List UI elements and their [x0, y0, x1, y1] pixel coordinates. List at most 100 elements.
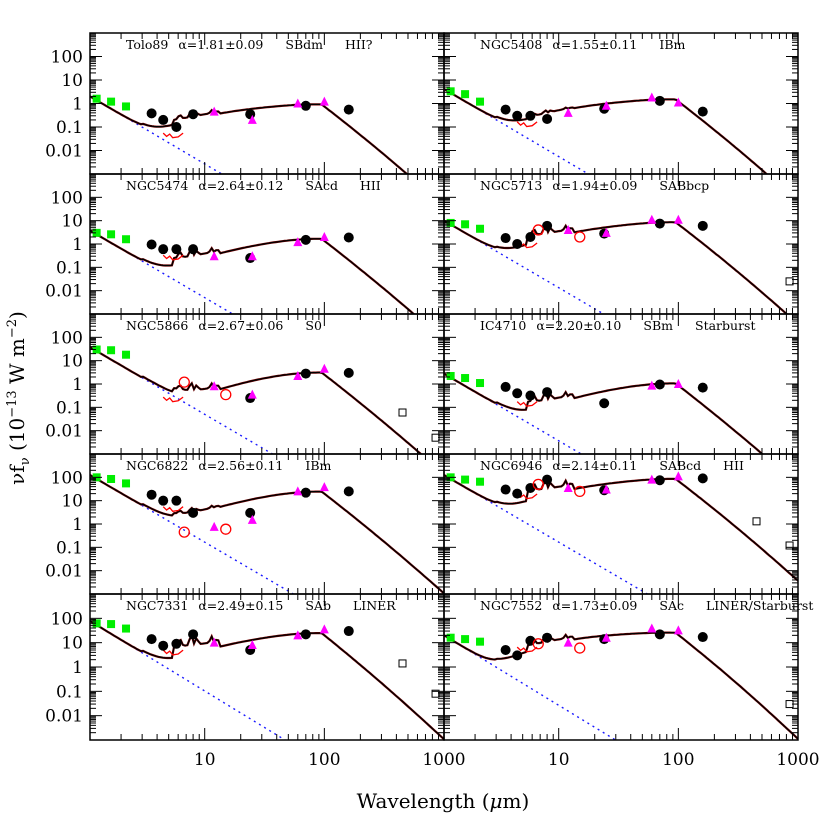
iras-marker [319, 624, 329, 634]
panel-frame [443, 173, 799, 315]
y-tick-label: 0.1 [56, 682, 83, 702]
spitzer-marker [343, 232, 354, 243]
spitzer-marker [654, 95, 665, 106]
iras-marker [247, 640, 257, 650]
spitzer-marker [300, 234, 311, 245]
photosphere-line [90, 229, 235, 314]
spitzer-marker [697, 220, 708, 231]
panel-label: NGC6822 α=2.56±0.11 IBm [126, 458, 331, 473]
sed-panel-tolo89: Tolo89 α=1.81±0.09 SBdm HII? [89, 32, 445, 175]
y-tick-label: 1 [72, 95, 83, 115]
iso-marker [220, 388, 232, 401]
iras-marker [673, 379, 683, 388]
spitzer-marker [171, 122, 182, 132]
iras-marker [601, 100, 611, 110]
spitzer-marker [542, 387, 553, 398]
x-tick-label: 1000 [422, 750, 465, 770]
iras-marker [601, 632, 611, 642]
axis-ticks [90, 454, 445, 595]
spitzer-marker [512, 488, 523, 499]
irs-spectrum-line [444, 219, 789, 314]
near-ir-marker [476, 97, 485, 106]
panel-label: NGC7331 α=2.49±0.15 SAb LINER [126, 598, 396, 613]
iso-marker [574, 231, 586, 243]
near-ir-marker [107, 474, 116, 483]
spitzer-marker [512, 239, 523, 249]
spitzer-marker [171, 638, 182, 649]
axis-ticks [444, 174, 799, 315]
spitzer-marker [300, 100, 311, 111]
near-ir-marker [122, 624, 131, 633]
y-tick-label: 0.01 [45, 282, 83, 302]
irs-spectrum-line [444, 474, 798, 582]
model-sed-line [90, 346, 422, 454]
model-sed-line [444, 88, 768, 174]
axis-ticks [444, 314, 799, 455]
iras-marker [601, 484, 611, 494]
model-sed-line [444, 631, 798, 740]
y-tick-label: 0.01 [45, 422, 83, 442]
x-tick-labels: 10 100 1000 10 100 1000 [194, 750, 820, 770]
panel-frame [89, 593, 445, 741]
iso-marker [178, 526, 190, 538]
panel-label: NGC5713 α=1.94±0.09 SABbcp [480, 178, 709, 193]
near-ir-marker [461, 220, 470, 229]
photosphere-line [444, 88, 590, 174]
spitzer-marker [525, 110, 536, 121]
model-sed-line [90, 229, 415, 314]
y-tick-label: 100 [51, 188, 83, 208]
iras-marker [647, 474, 657, 484]
y-tick-label: 0.1 [56, 118, 83, 138]
iso-marker [220, 523, 232, 535]
spitzer-marker [654, 218, 665, 229]
irs-upper-limit-fragment [162, 254, 184, 261]
y-tick-label: 0.1 [56, 538, 83, 558]
submm-marker [752, 517, 761, 526]
iras-marker [673, 97, 683, 107]
iras-marker [293, 486, 303, 496]
iras-marker [647, 380, 657, 390]
y-tick-label: 0.01 [45, 142, 83, 162]
spitzer-marker [654, 629, 665, 640]
spitzer-marker [188, 109, 199, 120]
x-tick-label: 1000 [776, 750, 819, 770]
axis-ticks [90, 314, 445, 455]
near-ir-marker [446, 87, 455, 96]
iras-marker [563, 637, 573, 647]
iras-marker [673, 625, 683, 635]
spitzer-marker [697, 382, 708, 393]
spitzer-marker [512, 388, 523, 399]
iras-marker [209, 106, 219, 116]
spitzer-marker [542, 220, 553, 231]
y-tick-label: 10 [61, 71, 83, 91]
submm-marker [398, 659, 407, 668]
iras-marker [247, 114, 257, 124]
panel-frame [89, 453, 445, 595]
y-tick-label: 1 [72, 658, 83, 678]
y-tick-label: 1 [72, 515, 83, 535]
irs-spectrum-line [90, 346, 423, 454]
iso-marker [178, 376, 190, 388]
sed-panel-ngc5713: NGC5713 α=1.94±0.09 SABbcp [443, 173, 799, 315]
spitzer-marker [300, 487, 311, 498]
iras-marker [209, 521, 219, 531]
irs-upper-limit-fragment [516, 646, 538, 653]
spitzer-marker [697, 473, 708, 484]
irs-upper-limit-fragment [162, 649, 184, 656]
sed-panel-ngc7552: NGC7552 α=1.73±0.09 SAc LINER/Starburst [443, 593, 813, 741]
iras-marker [293, 630, 303, 640]
photosphere-line [90, 95, 224, 174]
iras-marker [647, 92, 657, 102]
near-ir-marker [446, 218, 455, 227]
spitzer-marker [158, 495, 169, 506]
iso-marker [574, 642, 586, 654]
sed-panel-ic4710: IC4710 α=2.20±0.10 SBm Starburst [443, 313, 799, 455]
spitzer-marker [512, 650, 523, 661]
y-tick-labels: 100 10 1 0.1 0.01 100 10 1 0.1 0.01 100 10 1 0.1 0.01 1… [45, 48, 83, 727]
irs-spectrum-line [90, 620, 444, 740]
near-ir-marker [122, 350, 131, 359]
iras-marker [319, 96, 329, 106]
x-tick-label: 100 [662, 750, 694, 770]
x-tick-label: 10 [194, 750, 216, 770]
irs-upper-limit-fragment [516, 121, 538, 128]
